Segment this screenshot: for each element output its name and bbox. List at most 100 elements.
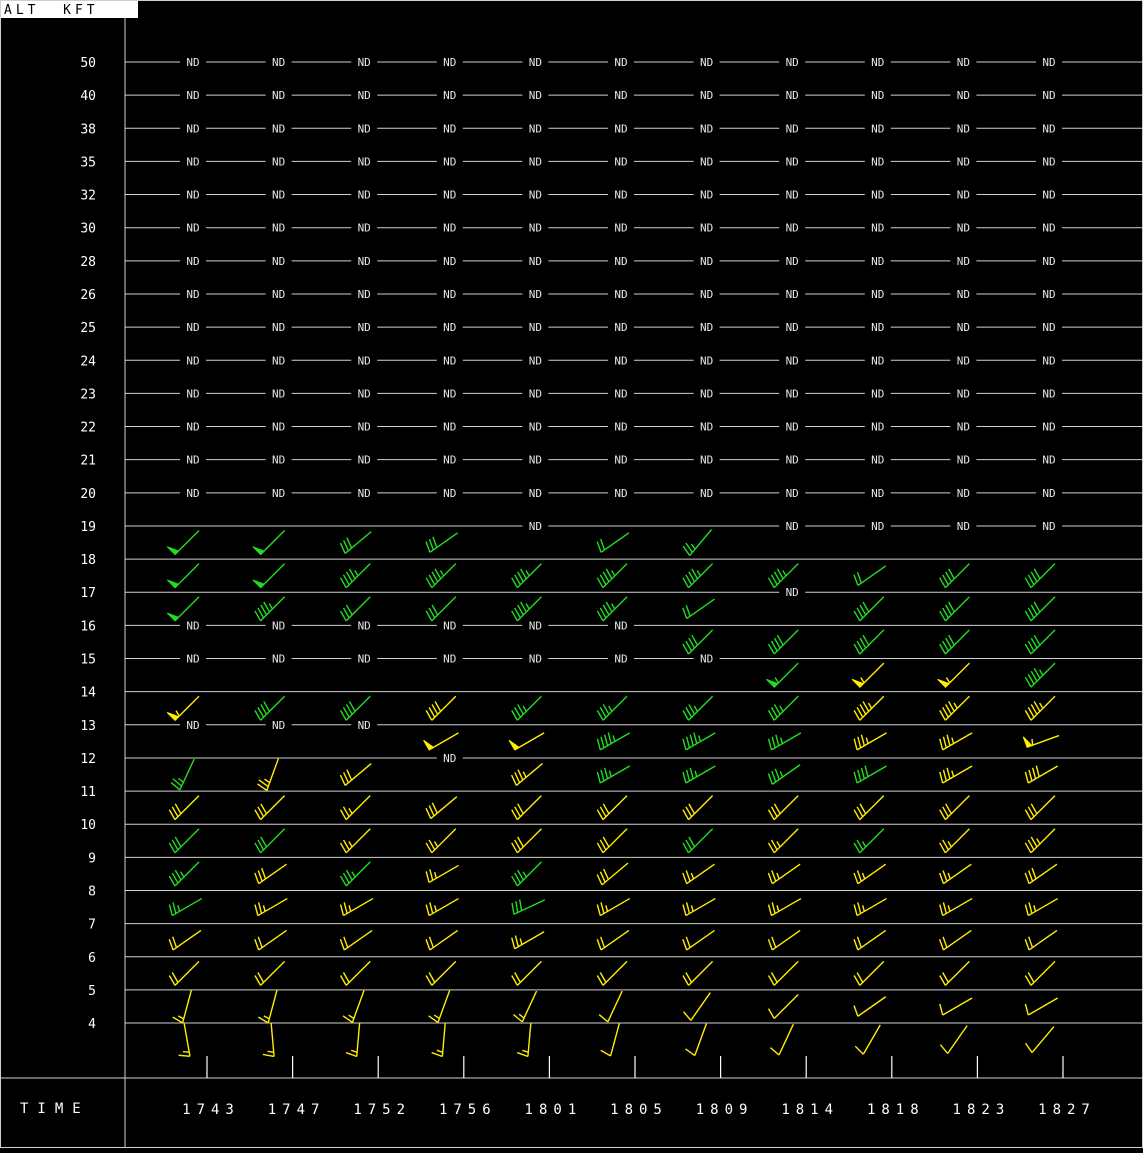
altitude-tick-label: 5 xyxy=(88,984,96,999)
no-data-marker: ND xyxy=(786,155,799,168)
no-data-marker: ND xyxy=(1042,454,1055,467)
altitude-tick-label: 24 xyxy=(80,354,96,369)
no-data-marker: ND xyxy=(443,387,456,400)
no-data-marker: ND xyxy=(272,122,285,135)
no-data-marker: ND xyxy=(358,487,371,500)
no-data-marker: ND xyxy=(614,487,627,500)
altitude-tick-label: 8 xyxy=(88,885,96,900)
no-data-marker: ND xyxy=(529,89,542,102)
no-data-marker: ND xyxy=(786,56,799,69)
no-data-marker: ND xyxy=(358,619,371,632)
no-data-marker: ND xyxy=(358,189,371,202)
no-data-marker: ND xyxy=(700,56,713,69)
altitude-tick-label: 50 xyxy=(80,56,96,71)
no-data-marker: ND xyxy=(272,155,285,168)
no-data-marker: ND xyxy=(186,89,199,102)
no-data-marker: ND xyxy=(443,255,456,268)
no-data-marker: ND xyxy=(1042,487,1055,500)
no-data-marker: ND xyxy=(957,189,970,202)
no-data-marker: ND xyxy=(186,155,199,168)
no-data-marker: ND xyxy=(529,653,542,666)
altitude-tick-label: 21 xyxy=(80,454,96,469)
no-data-marker: ND xyxy=(529,321,542,334)
no-data-marker: ND xyxy=(272,387,285,400)
altitude-tick-label: 25 xyxy=(80,321,96,336)
time-tick-label: 1809 xyxy=(696,1102,754,1118)
no-data-marker: ND xyxy=(957,288,970,301)
no-data-marker: ND xyxy=(186,255,199,268)
altitude-tick-label: 12 xyxy=(80,752,96,767)
no-data-marker: ND xyxy=(786,354,799,367)
altitude-tick-label: 14 xyxy=(80,686,96,701)
no-data-marker: ND xyxy=(957,222,970,235)
time-tick-label: 1801 xyxy=(525,1102,583,1118)
no-data-marker: ND xyxy=(786,321,799,334)
no-data-marker: ND xyxy=(358,89,371,102)
no-data-marker: ND xyxy=(786,387,799,400)
no-data-marker: ND xyxy=(871,222,884,235)
no-data-marker: ND xyxy=(443,487,456,500)
altitude-tick-label: 11 xyxy=(80,785,96,800)
time-tick-label: 1818 xyxy=(867,1102,925,1118)
no-data-marker: ND xyxy=(1042,354,1055,367)
altitude-tick-label: 16 xyxy=(80,619,96,634)
time-tick-label: 1827 xyxy=(1038,1102,1096,1118)
no-data-marker: ND xyxy=(272,454,285,467)
no-data-marker: ND xyxy=(272,255,285,268)
no-data-marker: ND xyxy=(529,56,542,69)
no-data-marker: ND xyxy=(443,222,456,235)
no-data-marker: ND xyxy=(529,387,542,400)
no-data-marker: ND xyxy=(358,719,371,732)
no-data-marker: ND xyxy=(614,122,627,135)
no-data-marker: ND xyxy=(957,321,970,334)
no-data-marker: ND xyxy=(186,222,199,235)
no-data-marker: ND xyxy=(957,56,970,69)
no-data-marker: ND xyxy=(1042,288,1055,301)
no-data-marker: ND xyxy=(614,354,627,367)
no-data-marker: ND xyxy=(358,155,371,168)
altitude-tick-label: 13 xyxy=(80,719,96,734)
no-data-marker: ND xyxy=(786,255,799,268)
no-data-marker: ND xyxy=(186,321,199,334)
no-data-marker: ND xyxy=(443,354,456,367)
no-data-marker: ND xyxy=(786,421,799,434)
no-data-marker: ND xyxy=(529,288,542,301)
no-data-marker: ND xyxy=(272,653,285,666)
no-data-marker: ND xyxy=(529,454,542,467)
no-data-marker: ND xyxy=(1042,421,1055,434)
no-data-marker: ND xyxy=(957,387,970,400)
no-data-marker: ND xyxy=(186,487,199,500)
no-data-marker: ND xyxy=(358,421,371,434)
altitude-tick-label: 19 xyxy=(80,520,96,535)
no-data-marker: ND xyxy=(786,122,799,135)
no-data-marker: ND xyxy=(272,321,285,334)
no-data-marker: ND xyxy=(272,222,285,235)
no-data-marker: ND xyxy=(186,719,199,732)
no-data-marker: ND xyxy=(186,122,199,135)
no-data-marker: ND xyxy=(358,222,371,235)
no-data-marker: ND xyxy=(700,487,713,500)
no-data-marker: ND xyxy=(272,487,285,500)
no-data-marker: ND xyxy=(871,189,884,202)
altitude-tick-label: 32 xyxy=(80,189,96,204)
time-tick-label: 1756 xyxy=(439,1102,497,1118)
no-data-marker: ND xyxy=(700,387,713,400)
no-data-marker: ND xyxy=(529,354,542,367)
no-data-marker: ND xyxy=(1042,387,1055,400)
no-data-marker: ND xyxy=(871,288,884,301)
no-data-marker: ND xyxy=(871,255,884,268)
no-data-marker: ND xyxy=(700,222,713,235)
no-data-marker: ND xyxy=(529,255,542,268)
no-data-marker: ND xyxy=(614,454,627,467)
no-data-marker: ND xyxy=(1042,255,1055,268)
no-data-marker: ND xyxy=(614,189,627,202)
no-data-marker: ND xyxy=(358,354,371,367)
no-data-marker: ND xyxy=(443,56,456,69)
altitude-tick-label: 20 xyxy=(80,487,96,502)
no-data-marker: ND xyxy=(871,122,884,135)
altitude-tick-label: 9 xyxy=(88,851,96,866)
no-data-marker: ND xyxy=(614,155,627,168)
time-tick-label: 1752 xyxy=(353,1102,411,1118)
no-data-marker: ND xyxy=(1042,89,1055,102)
no-data-marker: ND xyxy=(957,122,970,135)
